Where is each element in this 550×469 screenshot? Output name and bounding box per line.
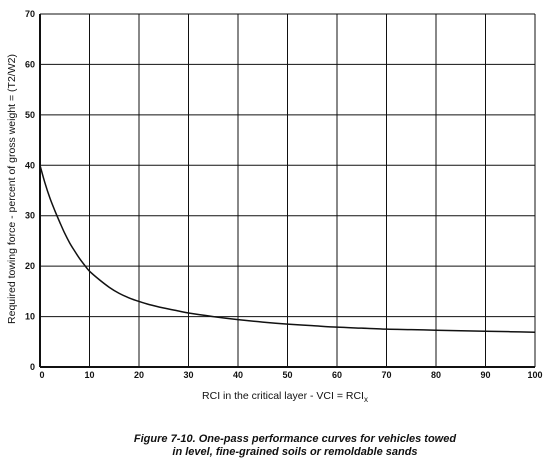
x-tick-label-30: 30	[183, 370, 193, 380]
x-tick-label-0: 0	[39, 370, 44, 380]
y-tick-label-60: 60	[25, 59, 35, 69]
series-curve-0	[39, 165, 536, 333]
y-tick-label-10: 10	[25, 312, 35, 322]
y-tick-label-30: 30	[25, 211, 35, 221]
x-tick-label-100: 100	[527, 370, 542, 380]
y-tick-label-40: 40	[25, 160, 35, 170]
y-tick-label-20: 20	[25, 261, 35, 271]
x-tick-label-90: 90	[480, 370, 490, 380]
x-tick-label-80: 80	[431, 370, 441, 380]
x-axis-label: RCI in the critical layer - VCI = RCIx	[202, 390, 368, 404]
grid	[40, 13, 536, 367]
x-tick-label-70: 70	[381, 370, 391, 380]
x-tick-label-60: 60	[332, 370, 342, 380]
figure-caption-line-1: Figure 7-10. One-pass performance curves…	[133, 433, 457, 445]
x-tick-label-20: 20	[134, 370, 144, 380]
figure-caption-line-2: in level, fine-grained soils or remoldab…	[172, 446, 418, 458]
tick-labels: 0 10 20 30 40 50 60 70 80 90 100 0 10 20 30 40 50 60 70	[25, 9, 543, 380]
y-tick-label-50: 50	[25, 110, 35, 120]
y-tick-label-0: 0	[30, 362, 35, 372]
x-tick-label-40: 40	[233, 370, 243, 380]
series-layer	[39, 165, 536, 333]
y-axis-label: Required towing force - percent of gross…	[6, 54, 18, 324]
y-tick-label-70: 70	[25, 9, 35, 19]
x-tick-label-10: 10	[84, 370, 94, 380]
x-tick-label-50: 50	[282, 370, 292, 380]
axes	[39, 14, 535, 368]
